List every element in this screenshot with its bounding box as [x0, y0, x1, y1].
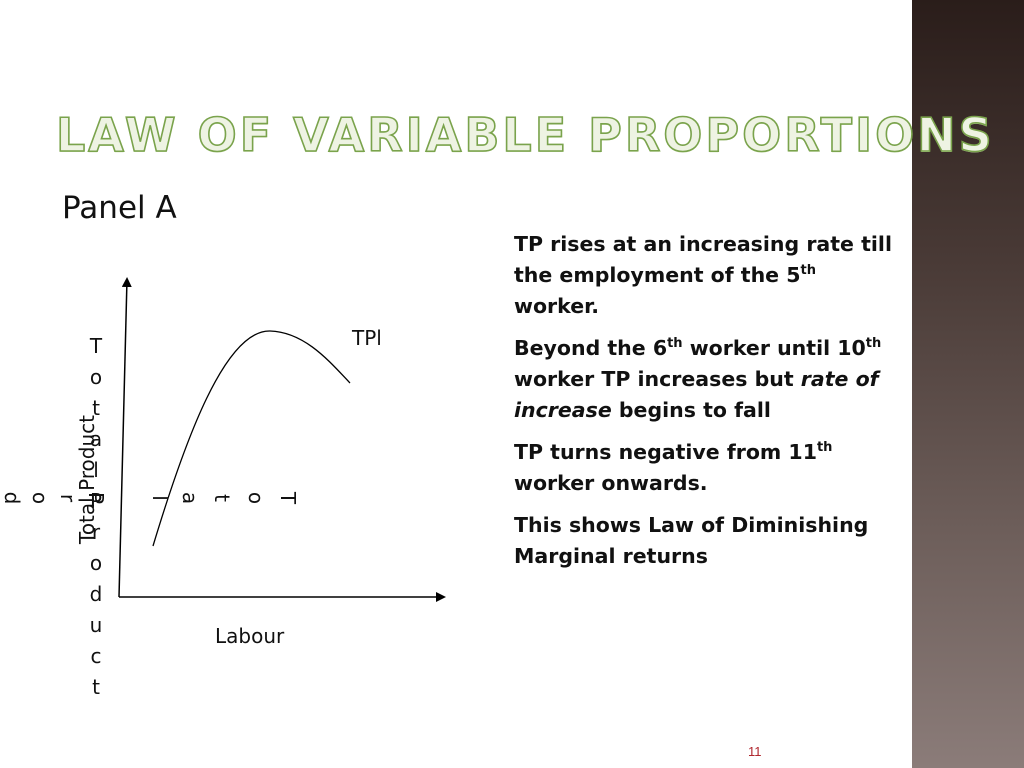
list-item: Beyond the 6th worker until 10th worker … — [514, 336, 882, 422]
stacked-label-letter: o — [28, 492, 52, 504]
y-axis — [118, 277, 132, 598]
panel-label: Panel A — [62, 190, 177, 226]
slide-title: Law of variable proportions — [55, 107, 995, 163]
x-axis-label: Labour — [215, 624, 285, 648]
stacked-label-letter: o — [90, 551, 102, 575]
stacked-label-letter: t — [210, 494, 234, 502]
list-item: TP rises at an increasing rate till the … — [514, 232, 892, 318]
stacked-label-letter: o — [244, 492, 268, 504]
y-axis-label: Total Product — [75, 415, 99, 545]
stacked-label-letter: o — [90, 365, 102, 389]
decorative-sidebar — [912, 0, 1024, 768]
stacked-label-letter: l — [148, 495, 172, 501]
stacked-label-letter: r — [56, 494, 80, 503]
list-item: TP turns negative from 11th worker onwar… — [514, 440, 833, 495]
stacked-label-letter: c — [91, 644, 102, 668]
stacked-label-letter: T — [89, 334, 103, 358]
stacked-label-letter: a — [90, 427, 102, 451]
stacked-label-letter: t — [92, 675, 100, 699]
stacked-label-letter: T — [276, 491, 300, 505]
stacked-label-letter: P — [84, 492, 108, 504]
stacked-label-letter: t — [92, 396, 100, 420]
stacked-label-letter: d — [0, 492, 24, 505]
tp-curve — [152, 330, 351, 547]
stacked-label-letter: d — [90, 582, 103, 606]
stacked-label-letter: u — [90, 613, 103, 637]
tp-curve-label: TPl — [351, 326, 382, 350]
stacked-label-letter: r — [92, 520, 101, 544]
stacked-label-letter: a — [178, 492, 202, 504]
stacked-label-letter: l — [93, 458, 99, 482]
explanation-list: TP rises at an increasing rate till the … — [514, 229, 906, 583]
stacked-label-letter: P — [90, 489, 102, 513]
page-number: 11 — [748, 744, 762, 759]
list-item: This shows Law of Diminishing Marginal r… — [514, 513, 869, 568]
